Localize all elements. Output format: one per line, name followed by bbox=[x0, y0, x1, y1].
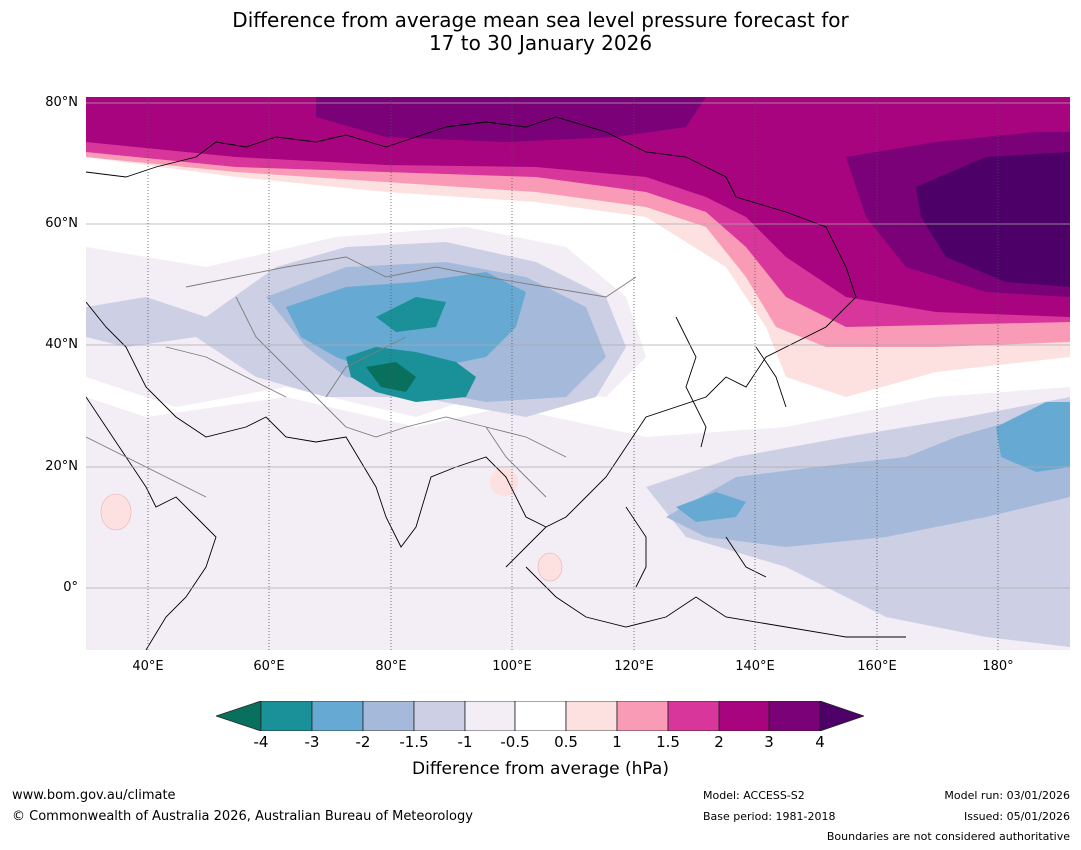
colorbar-swatch-above bbox=[819, 701, 864, 731]
coastlines bbox=[86, 116, 906, 650]
lon-label-40e: 40°E bbox=[132, 659, 164, 674]
colorbar-swatch bbox=[667, 701, 720, 731]
footer-issued: Issued: 05/01/2026 bbox=[963, 810, 1070, 823]
footer-model: Model: ACCESS-S2 bbox=[703, 789, 805, 802]
colorbar-tick: -1 bbox=[457, 733, 473, 751]
footer-disclaimer: Boundaries are not considered authoritat… bbox=[826, 830, 1070, 843]
lat-label-0: 0° bbox=[63, 580, 78, 595]
colorbar-swatch bbox=[413, 701, 466, 731]
colorbar-swatch bbox=[311, 701, 364, 731]
pressure-anomaly-map bbox=[86, 97, 1070, 650]
lon-label-160e: 160°E bbox=[857, 659, 897, 674]
colorbar-tick: -1.5 bbox=[399, 733, 429, 751]
colorbar-swatch bbox=[718, 701, 770, 731]
colorbar-tick: -0.5 bbox=[500, 733, 530, 751]
colorbar-tick: 1 bbox=[612, 733, 622, 751]
anomaly-band-neg1p5-pacific bbox=[666, 407, 1070, 547]
lon-label-120e: 120°E bbox=[614, 659, 654, 674]
colorbar-swatch-below bbox=[216, 701, 262, 731]
colorbar-label: Difference from average (hPa) bbox=[412, 759, 669, 779]
anomaly-patch-malaysia bbox=[537, 552, 563, 582]
lat-label-40n: 40°N bbox=[45, 337, 78, 352]
colorbar-swatch bbox=[514, 701, 567, 731]
lat-label-60n: 60°N bbox=[45, 216, 78, 231]
lon-label-60e: 60°E bbox=[253, 659, 285, 674]
chart-title-line1: Difference from average mean sea level p… bbox=[232, 8, 849, 32]
chart-title-line2: 17 to 30 January 2026 bbox=[428, 31, 653, 55]
longitude-gridlines bbox=[147, 97, 999, 650]
colorbar bbox=[216, 701, 864, 731]
colorbar-tick: 2 bbox=[714, 733, 724, 751]
footer-url[interactable]: www.bom.gov.au/climate bbox=[12, 788, 176, 803]
anomaly-patch-indochina bbox=[490, 468, 518, 496]
lat-label-20n: 20°N bbox=[45, 459, 78, 474]
anomaly-band-neg2-pacific bbox=[676, 492, 746, 522]
colorbar-tick: 1.5 bbox=[656, 733, 680, 751]
lon-label-80e: 80°E bbox=[375, 659, 407, 674]
colorbar-swatch bbox=[616, 701, 669, 731]
lon-label-100e: 100°E bbox=[492, 659, 532, 674]
anomaly-band-neg2-east bbox=[996, 402, 1070, 472]
lat-label-80n: 80°N bbox=[45, 95, 78, 110]
anomaly-band-neg3-north bbox=[376, 297, 446, 332]
colorbar-tick: -2 bbox=[355, 733, 371, 751]
colorbar-swatch bbox=[565, 701, 618, 731]
anomaly-band-pos4 bbox=[916, 152, 1070, 287]
anomaly-band-pos2 bbox=[86, 97, 1070, 317]
colorbar-tick: -4 bbox=[253, 733, 269, 751]
lon-label-140e: 140°E bbox=[735, 659, 775, 674]
colorbar-tick: 4 bbox=[815, 733, 825, 751]
colorbar-tick: 3 bbox=[764, 733, 774, 751]
anomaly-band-pos3 bbox=[316, 97, 706, 142]
lon-label-180: 180° bbox=[982, 659, 1014, 674]
latitude-gridlines bbox=[86, 102, 1070, 589]
footer-copyright: © Commonwealth of Australia 2026, Austra… bbox=[12, 809, 473, 824]
colorbar-tick: -3 bbox=[304, 733, 320, 751]
colorbar-swatch bbox=[362, 701, 415, 731]
colorbar-swatch bbox=[260, 701, 313, 731]
footer-model-run: Model run: 03/01/2026 bbox=[944, 789, 1070, 802]
anomaly-patch-africa bbox=[100, 493, 132, 531]
colorbar-swatch bbox=[768, 701, 821, 731]
colorbar-tick: 0.5 bbox=[554, 733, 578, 751]
colorbar-swatch bbox=[464, 701, 516, 731]
footer-base-period: Base period: 1981-2018 bbox=[703, 810, 836, 823]
